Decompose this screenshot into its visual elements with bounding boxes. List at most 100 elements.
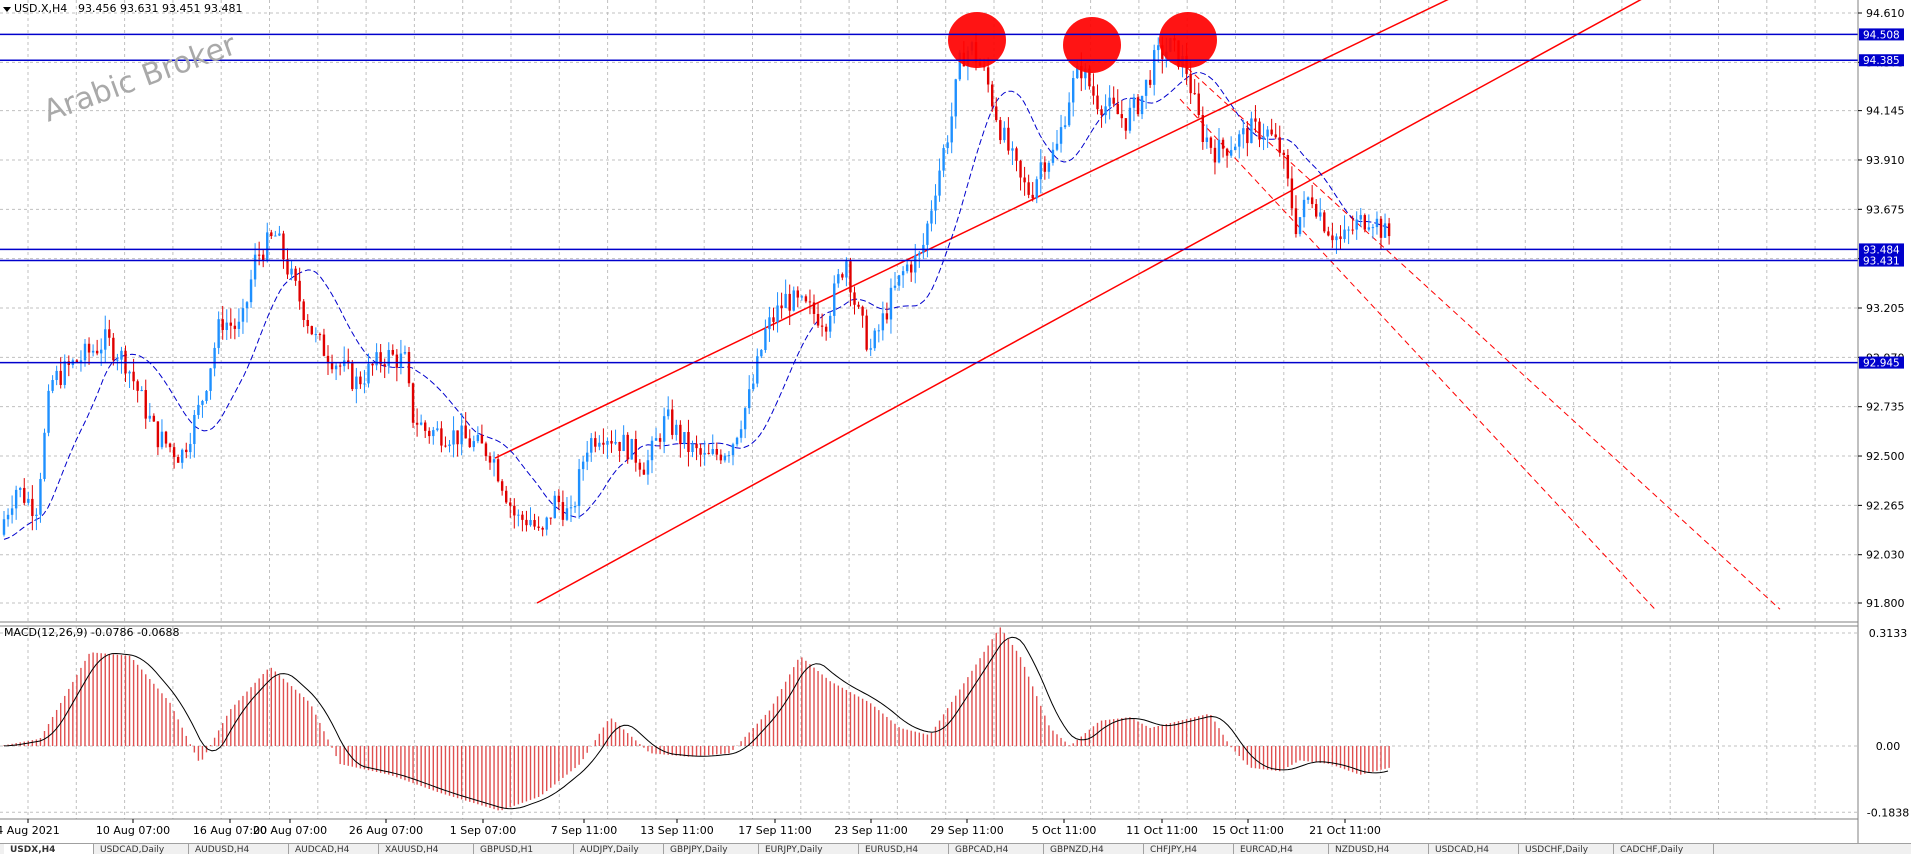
chart-tab[interactable]: GBPCAD,H4 — [949, 844, 1044, 854]
candle-body — [1055, 143, 1059, 150]
candle-body — [424, 422, 427, 431]
candle-body — [841, 274, 844, 278]
macd-tick-label: -0.1838 — [1867, 806, 1909, 819]
candle-body — [999, 120, 1002, 141]
candle-body — [743, 408, 747, 430]
chart-tab[interactable]: AUDJPY,Daily — [574, 844, 664, 854]
candle-body — [492, 459, 496, 463]
candle-body — [160, 431, 164, 448]
candle-body — [529, 520, 532, 526]
candle-body — [282, 233, 285, 260]
candle-body — [808, 301, 812, 303]
candle-body — [877, 330, 880, 332]
candle-body — [1027, 182, 1030, 195]
candle-body — [43, 432, 46, 479]
candle-body — [1209, 137, 1213, 148]
top-marker — [1063, 17, 1121, 73]
candle-body — [517, 514, 520, 516]
candle-body — [1189, 73, 1192, 94]
candle-body — [820, 325, 824, 327]
chart-tab[interactable]: CHFJPY,H4 — [1144, 844, 1234, 854]
chart-tab[interactable]: GBPJPY,Daily — [664, 844, 759, 854]
candle-body — [1327, 231, 1330, 236]
candle-body — [642, 469, 646, 475]
candle-body — [1290, 178, 1294, 209]
candle-body — [748, 389, 751, 409]
chart-tab[interactable]: EURJPY,Daily — [759, 844, 859, 854]
candle-body — [950, 116, 953, 143]
candle-body — [1262, 136, 1265, 140]
candle-body — [136, 381, 139, 391]
chart-tab[interactable]: GBPNZD,H4 — [1044, 844, 1144, 854]
candle-body — [1319, 212, 1322, 217]
candle-body — [347, 360, 350, 364]
candle-body — [926, 223, 929, 245]
candle-body — [144, 390, 147, 419]
chart-tab[interactable]: XAUUSD,H4 — [379, 844, 474, 854]
candle-body — [176, 457, 180, 463]
candle-body — [760, 350, 763, 357]
candle-body — [322, 334, 326, 356]
price-level-label: 92.945 — [1863, 358, 1900, 370]
candle-body — [885, 313, 889, 320]
candle-body — [181, 449, 184, 463]
candle-body — [719, 454, 723, 461]
chart-tab[interactable]: CADCHF,Daily — [1614, 844, 1714, 854]
candle-body — [1315, 204, 1318, 217]
candle-body — [772, 317, 775, 322]
candle-body — [549, 517, 552, 519]
candle-body — [1007, 127, 1010, 151]
candle-body — [816, 313, 820, 326]
chart-menu-arrow-icon[interactable] — [3, 7, 11, 12]
candle-body — [1339, 236, 1342, 240]
price-level-label: 93.431 — [1863, 256, 1900, 268]
candle-body — [662, 416, 666, 442]
chart-tab[interactable]: NZDUSD,H4 — [1329, 844, 1429, 854]
x-tick-label: 11 Oct 11:00 — [1126, 824, 1198, 837]
candle-body — [938, 170, 941, 196]
chart-tab[interactable]: USDCAD,H4 — [1429, 844, 1519, 854]
candle-body — [189, 444, 192, 453]
candle-body — [1157, 45, 1160, 51]
chart-tab[interactable]: AUDCAD,H4 — [289, 844, 379, 854]
candle-body — [1153, 50, 1156, 85]
chart-tab[interactable]: USDCAD,Daily — [94, 844, 189, 854]
chart-tab[interactable]: USDX,H4 — [4, 844, 94, 854]
top-marker — [1159, 12, 1217, 68]
candle-body — [302, 301, 305, 321]
candle-body — [914, 255, 917, 273]
candle-body — [294, 268, 297, 281]
candle-body — [1140, 95, 1144, 115]
chart-tab[interactable]: AUDUSD,H4 — [189, 844, 289, 854]
candle-body — [1043, 162, 1047, 172]
chart-tab[interactable]: EURUSD,H4 — [859, 844, 949, 854]
candle-body — [1039, 162, 1042, 180]
candle-body — [658, 438, 662, 442]
candle-body — [95, 350, 99, 354]
candle-body — [1294, 208, 1298, 235]
candle-body — [172, 447, 176, 458]
candle-body — [298, 280, 301, 302]
chart-tab[interactable]: GBPUSD,H1 — [474, 844, 574, 854]
candle-body — [1282, 152, 1285, 156]
candle-body — [59, 370, 62, 385]
candle-body — [958, 52, 961, 80]
candle-body — [27, 498, 30, 503]
candle-body — [1286, 155, 1290, 179]
candle-body — [1331, 235, 1334, 241]
candle-body — [833, 283, 836, 316]
chart-tab[interactable]: EURCAD,H4 — [1234, 844, 1329, 854]
candle-body — [727, 455, 731, 457]
candle-body — [691, 443, 694, 452]
candle-body — [853, 292, 856, 305]
candle-body — [197, 404, 200, 415]
candle-body — [436, 428, 439, 431]
candle-body — [776, 305, 779, 322]
y-tick-label: 92.735 — [1866, 401, 1905, 414]
chart-tab[interactable]: USDCHF,Daily — [1519, 844, 1614, 854]
candle-body — [168, 443, 172, 448]
candle-body — [19, 487, 22, 490]
candle-body — [55, 370, 58, 381]
